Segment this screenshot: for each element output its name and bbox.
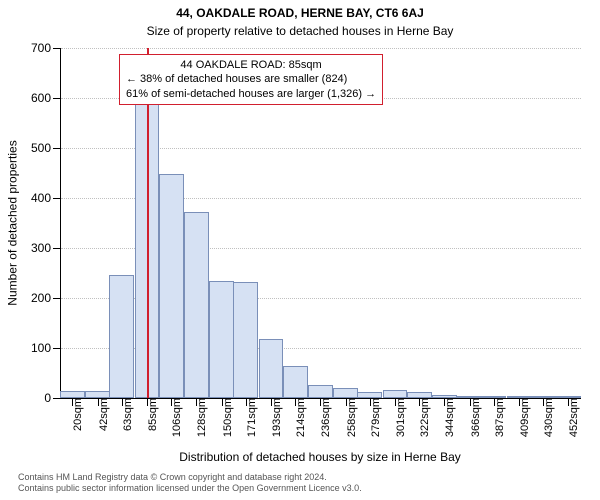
x-tick-label: 279sqm (370, 398, 382, 437)
histogram-bar (184, 212, 209, 399)
annotation-line: 61% of semi-detached houses are larger (… (126, 87, 376, 101)
x-tick-label: 387sqm (494, 398, 506, 437)
annotation-line: 44 OAKDALE ROAD: 85sqm (126, 58, 376, 72)
histogram-bar (159, 174, 184, 399)
y-tick-label: 0 (44, 391, 51, 405)
x-tick-label: 85sqm (147, 398, 159, 431)
footer-line1: Contains HM Land Registry data © Crown c… (18, 472, 362, 483)
x-tick-label: 258sqm (346, 398, 358, 437)
x-tick-label: 171sqm (246, 398, 258, 437)
x-tick-label: 322sqm (419, 398, 431, 437)
x-tick-label: 63sqm (122, 398, 134, 431)
x-tick-label: 366sqm (470, 398, 482, 437)
y-tick (53, 298, 61, 299)
x-tick-label: 106sqm (171, 398, 183, 437)
histogram-bar (109, 275, 134, 399)
histogram-bar (233, 282, 258, 399)
x-tick-label: 214sqm (295, 398, 307, 437)
chart-title-line2: Size of property relative to detached ho… (0, 24, 600, 38)
x-tick-label: 128sqm (196, 398, 208, 437)
y-tick-label: 500 (31, 141, 51, 155)
annotation-box: 44 OAKDALE ROAD: 85sqm← 38% of detached … (119, 54, 383, 105)
x-tick-label: 193sqm (271, 398, 283, 437)
histogram-bar (283, 366, 308, 399)
plot-area: 010020030040050060070020sqm42sqm63sqm85s… (60, 48, 581, 399)
y-tick-label: 100 (31, 341, 51, 355)
y-tick (53, 148, 61, 149)
y-tick-label: 200 (31, 291, 51, 305)
y-tick-label: 300 (31, 241, 51, 255)
footer-attribution: Contains HM Land Registry data © Crown c… (18, 472, 362, 495)
x-tick-label: 452sqm (568, 398, 580, 437)
histogram-bar (383, 390, 408, 398)
annotation-line: ← 38% of detached houses are smaller (82… (126, 72, 376, 86)
gridline (61, 48, 581, 49)
y-tick-label: 700 (31, 41, 51, 55)
x-tick-label: 20sqm (72, 398, 84, 431)
x-tick-label: 409sqm (519, 398, 531, 437)
histogram-bar (60, 391, 85, 399)
y-axis-label-container: Number of detached properties (6, 48, 20, 398)
x-tick-label: 236sqm (320, 398, 332, 437)
x-tick-label: 150sqm (222, 398, 234, 437)
y-tick (53, 98, 61, 99)
histogram-bar (259, 339, 284, 398)
x-tick-label: 430sqm (543, 398, 555, 437)
x-tick-label: 301sqm (395, 398, 407, 437)
histogram-bar (308, 385, 333, 399)
y-axis-label: Number of detached properties (6, 140, 20, 305)
x-axis-label: Distribution of detached houses by size … (60, 450, 580, 464)
y-tick (53, 248, 61, 249)
chart-title-line1: 44, OAKDALE ROAD, HERNE BAY, CT6 6AJ (0, 6, 600, 20)
y-tick (53, 398, 61, 399)
y-tick (53, 198, 61, 199)
y-tick (53, 348, 61, 349)
y-tick (53, 48, 61, 49)
footer-line2: Contains public sector information licen… (18, 483, 362, 494)
histogram-bar (209, 281, 234, 399)
x-tick-label: 344sqm (444, 398, 456, 437)
y-tick-label: 600 (31, 91, 51, 105)
histogram-bar (85, 391, 110, 399)
y-tick-label: 400 (31, 191, 51, 205)
x-tick-label: 42sqm (98, 398, 110, 431)
histogram-bar (333, 388, 358, 398)
